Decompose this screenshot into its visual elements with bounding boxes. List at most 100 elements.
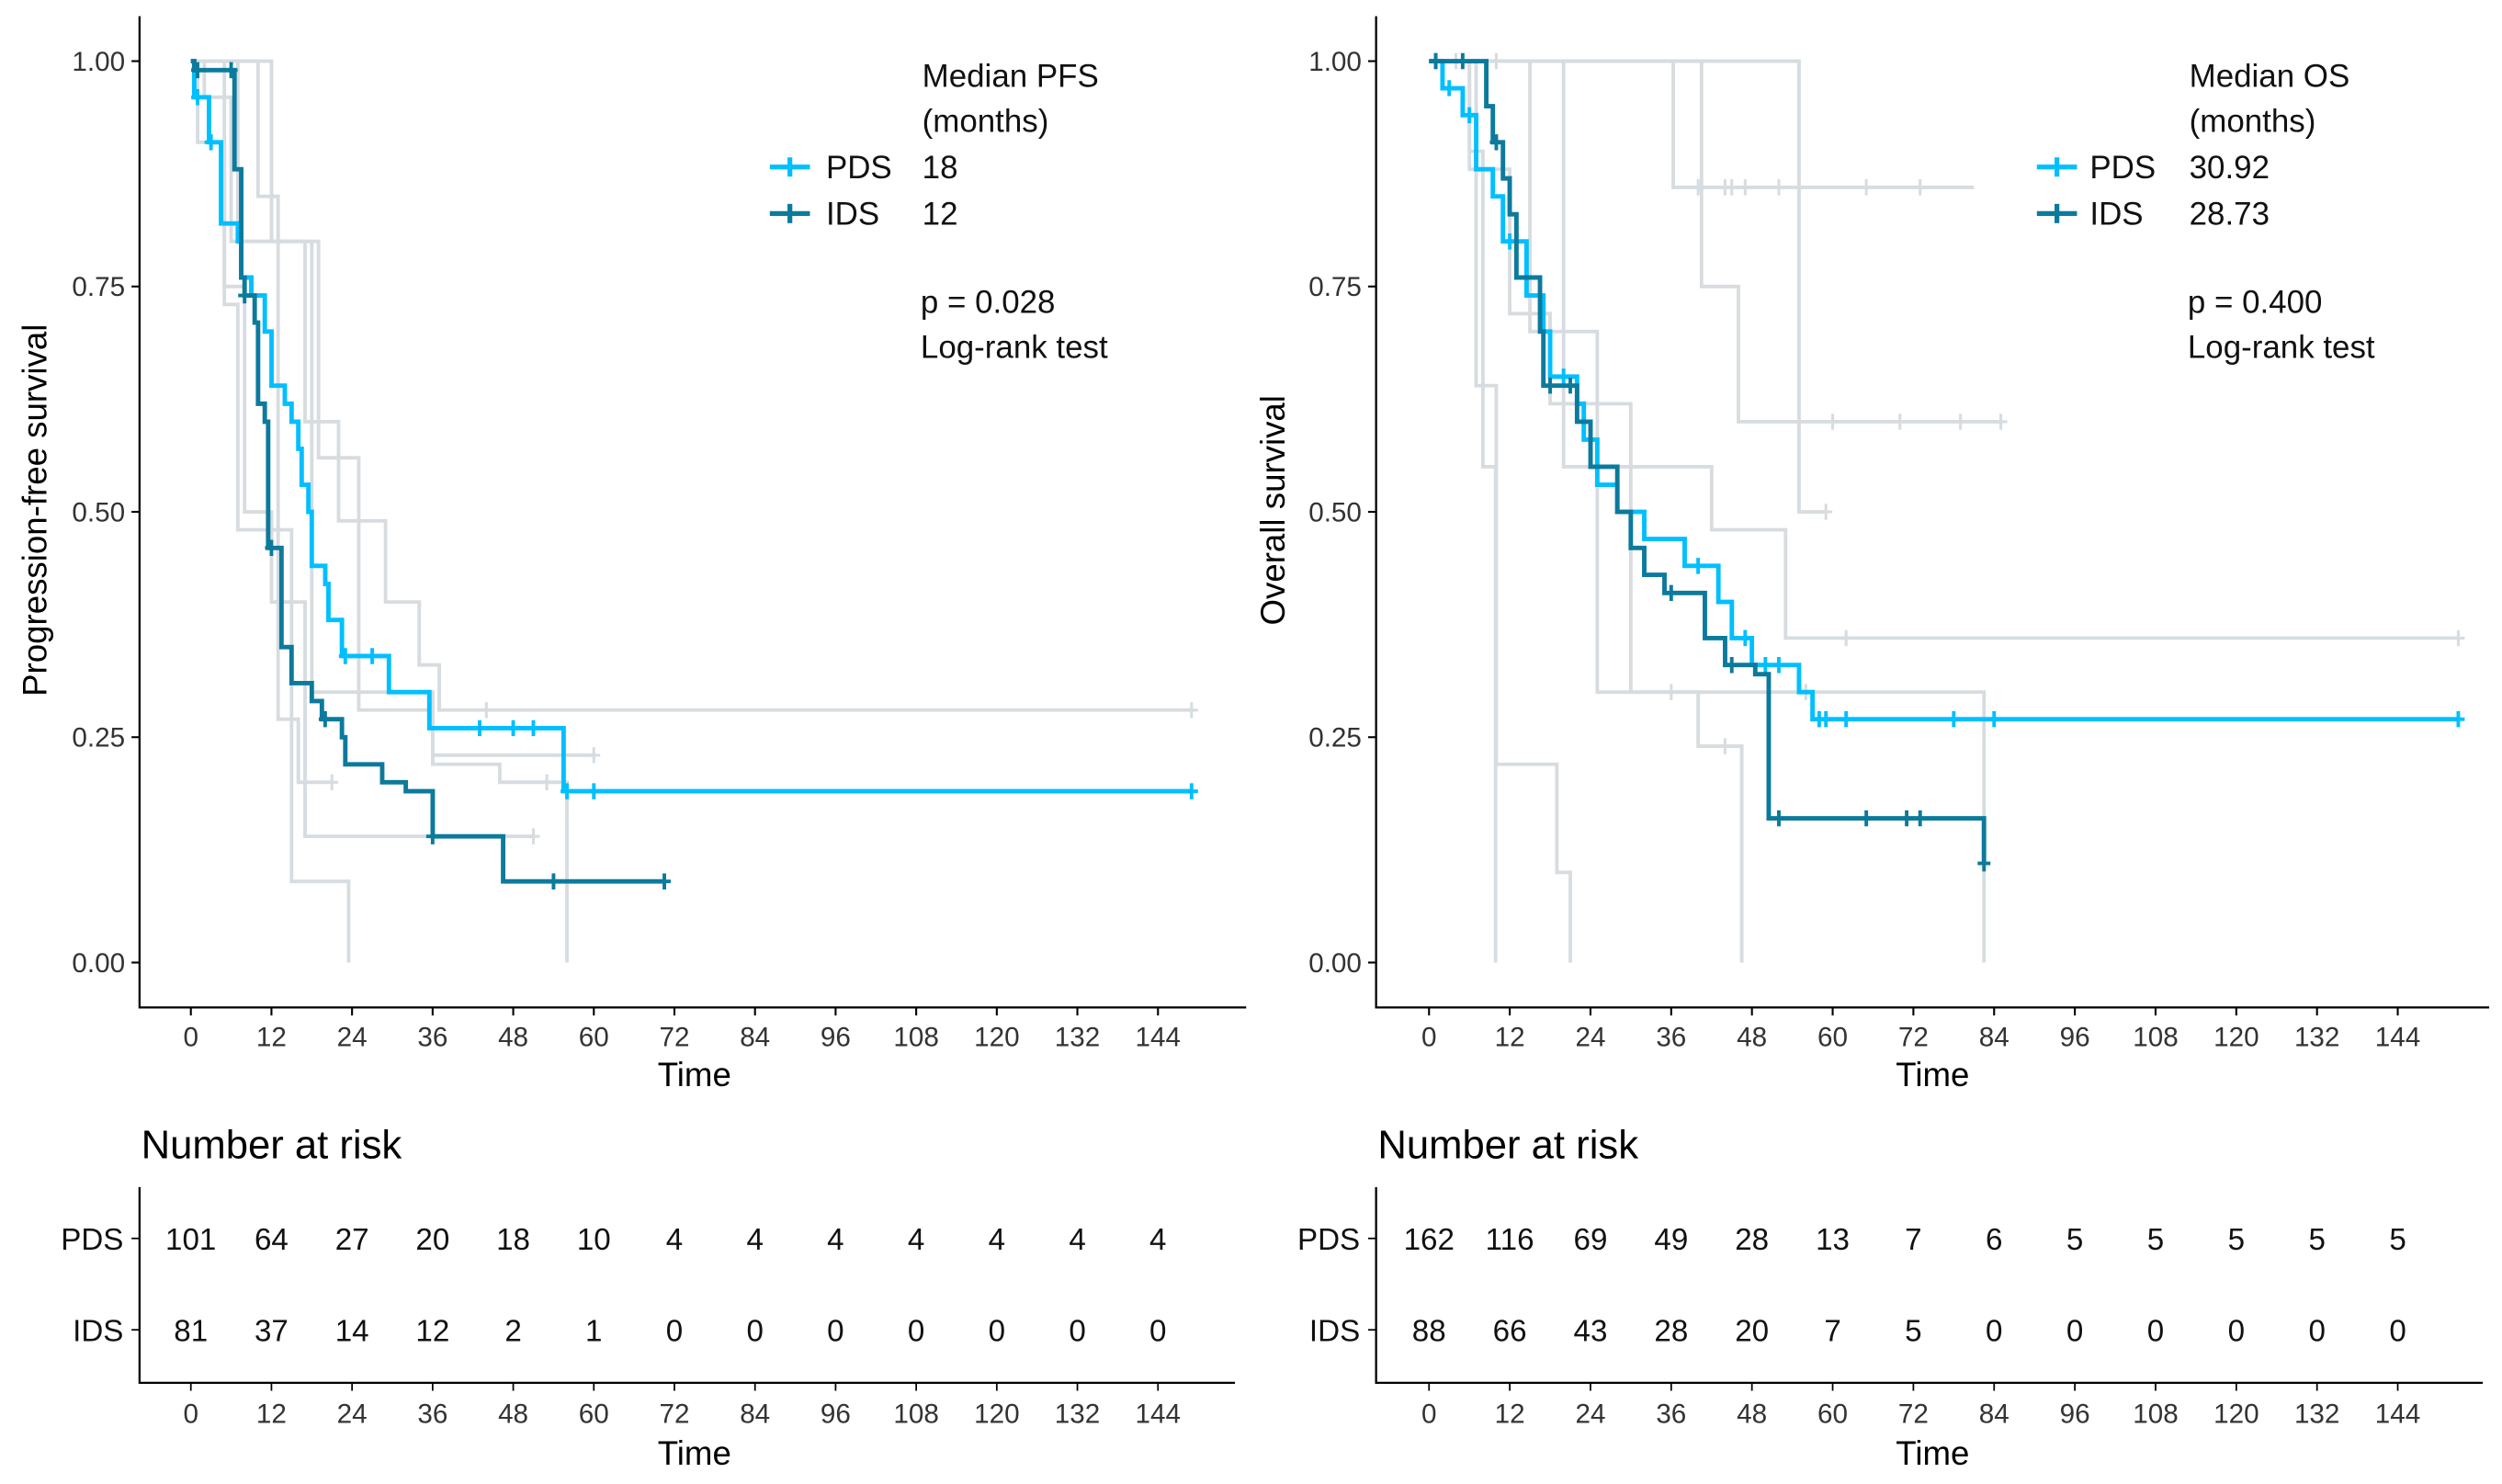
os-ids-curve-censor-mark [1860, 810, 1874, 827]
os-pds-curve-censor-mark [2451, 710, 2465, 728]
os-background-curve-line [1429, 59, 2001, 424]
pfs-risk-value: 0 [746, 1314, 763, 1348]
os-x-tick-label: 132 [2294, 1022, 2339, 1052]
pfs-risk-value: 27 [335, 1223, 369, 1257]
pfs-risk-value: 0 [1149, 1314, 1166, 1348]
os-ids-curve-censor-mark [1455, 52, 1469, 70]
pfs-legend-title: Median PFS [923, 58, 1099, 94]
pfs-risk-x-tick-label: 132 [1055, 1399, 1100, 1429]
os-risk-x-tick-label: 48 [1737, 1399, 1767, 1429]
os-risk-table: PDS 162 116 69 49 28 13 7 6 5 5 5 5 5 IDS 88 66 43 28 20 7 5 0… [1297, 1186, 2484, 1429]
pfs-risk-value: 0 [1069, 1314, 1085, 1348]
os-ids-curve-censor-mark [1772, 810, 1785, 827]
pfs-ids-curve-line [190, 59, 664, 884]
pfs-x-tick-label: 36 [417, 1022, 447, 1052]
pfs-y-tick-label: 1.00 [72, 47, 125, 77]
os-pvalue: p = 0.400 [2188, 285, 2323, 321]
pfs-risk-value: 1 [585, 1314, 602, 1348]
pfs-x-tick-label: 72 [659, 1022, 689, 1052]
os-background-curve-censor-mark [1738, 179, 1752, 196]
pfs-risk-x-tick-label: 96 [821, 1399, 851, 1429]
os-x-axis-label: Time [1896, 1056, 1969, 1093]
pfs-background-curve-line [190, 59, 534, 839]
os-risk-value: 0 [2308, 1314, 2325, 1348]
os-legend-pds-label: PDS [2089, 150, 2156, 186]
pfs-risk-value: 81 [174, 1314, 208, 1348]
os-risk-value: 88 [1412, 1314, 1446, 1348]
os-x-tick-label: 120 [2213, 1022, 2259, 1052]
pfs-x-tick-label: 96 [821, 1022, 851, 1052]
os-legend-pds-value: 30.92 [2190, 150, 2270, 186]
pfs-risk-value: 14 [335, 1314, 369, 1348]
os-ids-curve-censor-mark [1564, 377, 1577, 394]
os-risk-value: 162 [1404, 1223, 1455, 1257]
os-risk-x-tick-label: 132 [2294, 1399, 2339, 1429]
pfs-background-curve-censor-mark [480, 702, 493, 719]
pfs-risk-x-tick-label: 36 [417, 1399, 447, 1429]
pfs-risk-x-tick-label: 0 [183, 1399, 198, 1429]
os-panel: Overall survival Time Median OS (months)… [1254, 58, 2375, 1471]
os-risk-x-label: Time [1896, 1434, 1969, 1472]
os-pds-curve-censor-mark [1557, 368, 1570, 385]
os-background-curve-censor-mark [1772, 179, 1785, 196]
os-pds-curve-censor-mark [1759, 657, 1772, 674]
pfs-ids-curve-censor-mark [547, 873, 560, 889]
os-risk-x-tick-label: 120 [2213, 1399, 2259, 1429]
os-background-curve-censor-mark [1860, 179, 1874, 196]
os-background-curve-censor-mark [1826, 413, 1840, 430]
pfs-x-tick-label: 108 [893, 1022, 938, 1052]
pfs-y-tick-label: 0.00 [72, 948, 125, 979]
os-pds-curve-censor-mark [1503, 232, 1517, 250]
pfs-risk-value: 18 [496, 1223, 530, 1257]
pfs-pds-curve-line [190, 59, 1192, 794]
pfs-risk-value: 4 [1149, 1223, 1166, 1257]
os-axes [1375, 16, 2490, 1009]
os-x-tick-label: 96 [2060, 1022, 2090, 1052]
os-background-curve-censor-mark [2451, 629, 2465, 647]
pfs-pds-curve-censor-mark [204, 134, 218, 151]
os-risk-x-tick-label: 36 [1656, 1399, 1686, 1429]
pfs-risk-x-tick-label: 48 [498, 1399, 528, 1429]
os-ids-curve-censor-mark [1900, 810, 1914, 827]
os-risk-value: 7 [1905, 1223, 1921, 1257]
pfs-pds-curve-censor-mark [191, 89, 205, 106]
os-test-name: Log-rank test [2188, 329, 2375, 365]
pfs-pds-curve-censor-mark [560, 783, 574, 799]
pfs-risk-value: 10 [577, 1223, 611, 1257]
os-background-curve-line [1429, 59, 1498, 963]
os-x-tick-label: 108 [2133, 1022, 2178, 1052]
os-legend-title: Median OS [2190, 58, 2350, 94]
os-x-tick-label: 36 [1656, 1022, 1686, 1052]
pfs-x-tick-label: 120 [974, 1022, 1019, 1052]
pfs-risk-x-tick-label: 84 [740, 1399, 770, 1429]
os-risk-value: 5 [1905, 1314, 1921, 1348]
pfs-ids-curve-censor-mark [238, 287, 252, 304]
pfs-background-curve-line [190, 59, 569, 963]
os-x-tick-label: 0 [1421, 1022, 1437, 1052]
pfs-risk-value: 64 [255, 1223, 289, 1257]
pfs-risk-x-tick-label: 72 [659, 1399, 689, 1429]
os-pds-curve-censor-mark [1840, 710, 1853, 728]
pfs-legend-ids-value: 12 [923, 197, 958, 232]
pfs-pds-curve-censor-mark [526, 719, 540, 737]
pfs-x-tick-label: 24 [337, 1022, 368, 1052]
os-pds-curve-censor-mark [1987, 710, 2001, 728]
os-ids-curve-censor-mark [1725, 657, 1738, 674]
pfs-legend-pds-label: PDS [826, 150, 892, 186]
pfs-ids-curve-censor-mark [658, 873, 672, 889]
os-risk-value: 5 [2147, 1223, 2164, 1257]
pfs-pds-curve-censor-mark [473, 719, 487, 737]
pfs-x-tick-label: 60 [579, 1022, 609, 1052]
pfs-risk-value: 4 [827, 1223, 843, 1257]
os-risk-value: 66 [1493, 1314, 1527, 1348]
pfs-risk-x-tick-label: 12 [256, 1399, 287, 1429]
os-risk-x-tick-label: 84 [1979, 1399, 2010, 1429]
pfs-background-curve-line [190, 59, 1192, 712]
os-risk-value: 7 [1824, 1314, 1840, 1348]
os-x-tick-label: 60 [1817, 1022, 1848, 1052]
pfs-background-curve-censor-mark [526, 828, 540, 844]
os-risk-value: 0 [1986, 1314, 2002, 1348]
os-pds-curve-censor-mark [1947, 710, 1961, 728]
pfs-risk-x-label: Time [658, 1434, 731, 1472]
os-risk-title: Number at risk [1377, 1123, 1638, 1167]
